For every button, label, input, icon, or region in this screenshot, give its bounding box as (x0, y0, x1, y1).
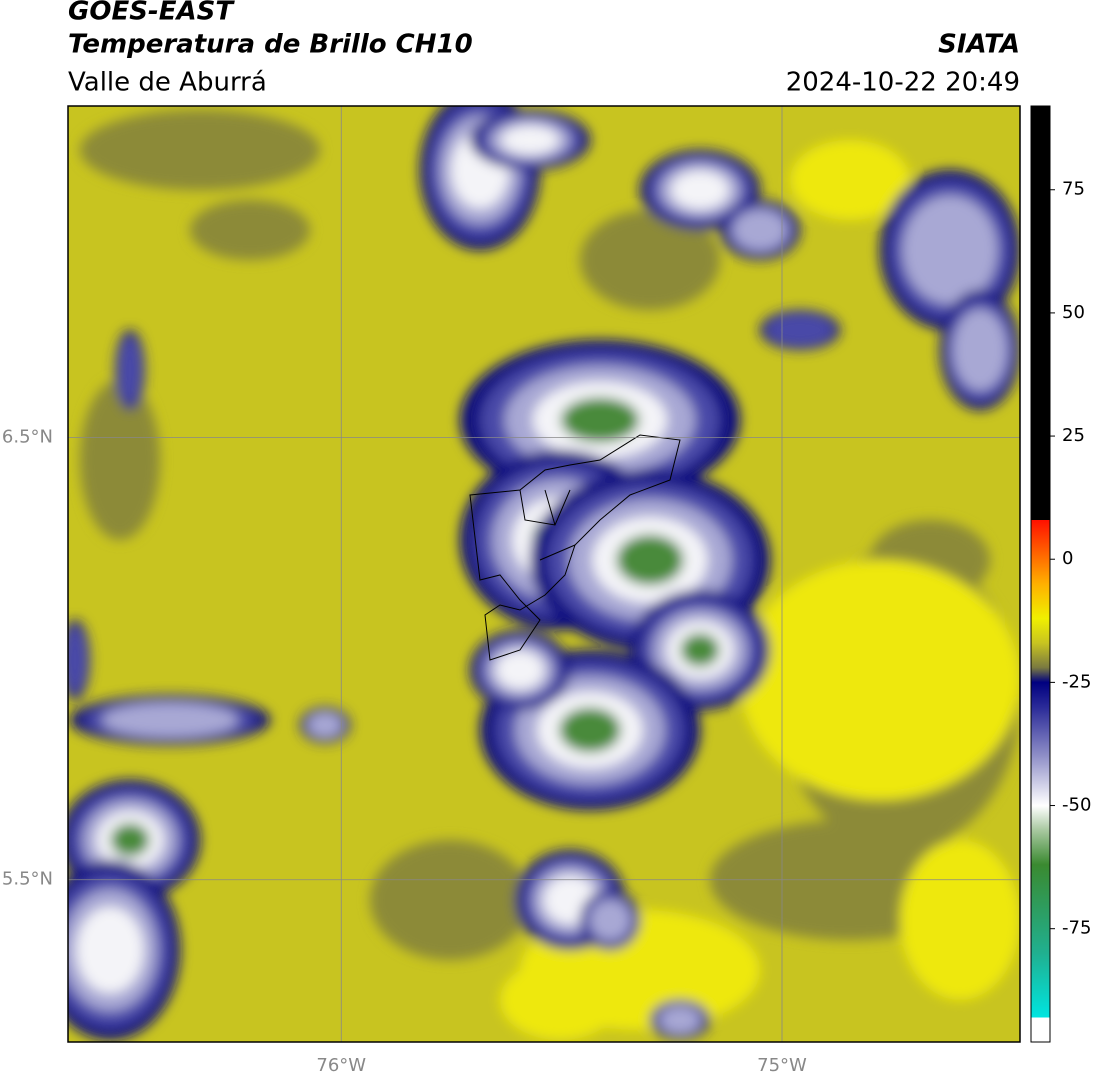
datetime: 2024-10-22 20:49 (786, 68, 1020, 98)
cloud-layer (501, 125, 559, 155)
colorbar-tick-label: 75 (1062, 179, 1085, 200)
y-tick-label: 6.5°N (2, 427, 53, 448)
map-field (68, 106, 1020, 1042)
cloud-layer (680, 633, 720, 667)
cloud-layer (671, 170, 729, 210)
cloud-layer (659, 1006, 701, 1034)
x-tick-label: 76°W (316, 1055, 366, 1076)
title: GOES-EAST (68, 0, 235, 27)
colorbar-tick-label: 50 (1062, 302, 1085, 323)
colorbar-tick-label: 0 (1062, 548, 1073, 569)
cloud-layer (308, 712, 342, 738)
dry-patch (190, 200, 310, 260)
cloud-layer (110, 823, 150, 857)
colorbar-tick-label: 25 (1062, 425, 1085, 446)
dry-patch (80, 380, 160, 540)
cloud-layer (117, 336, 143, 404)
colorbar-tick-label: -75 (1062, 918, 1091, 939)
cloud-layer (766, 313, 834, 347)
cloud-layer (589, 899, 631, 941)
warm-patch (500, 960, 620, 1040)
cloud-layer (952, 309, 1008, 391)
dry-patch (80, 110, 320, 190)
cloud-layer (76, 906, 144, 994)
cloud-layer (68, 626, 88, 694)
colorbar (1030, 105, 1051, 1043)
colorbar-tick-label: -50 (1062, 795, 1091, 816)
warm-patch (900, 840, 1020, 1000)
y-tick-label: 5.5°N (2, 869, 53, 890)
cloud-layer (559, 707, 621, 753)
cloud-layer (560, 397, 640, 443)
field-shapes (68, 106, 1020, 1040)
region: Valle de Aburrá (68, 68, 267, 98)
warm-patch (740, 560, 1020, 800)
warm-patch (790, 140, 910, 220)
cloud-layer (496, 650, 544, 690)
dry-patch (580, 210, 720, 310)
map-frame (67, 105, 1021, 1043)
cloud-layer (902, 195, 998, 305)
dry-patch (370, 840, 530, 960)
cloud-layer (616, 534, 684, 586)
valley-boundary (469, 434, 681, 661)
colorbar-tick-label: -25 (1062, 671, 1091, 692)
subtitle: Temperatura de Brillo CH10 (68, 30, 473, 60)
source: SIATA (938, 30, 1020, 60)
cloud-layer (102, 703, 238, 737)
x-tick-label: 75°W (757, 1055, 807, 1076)
cloud-layer (732, 209, 788, 251)
